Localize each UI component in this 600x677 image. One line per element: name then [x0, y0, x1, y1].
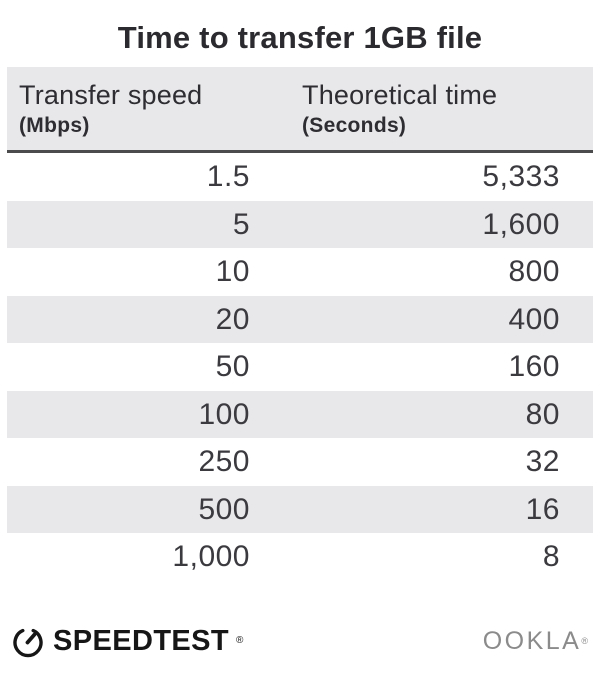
time-cell: 5,333: [482, 160, 560, 193]
time-cell: 400: [508, 302, 560, 336]
speedtest-wordmark: SPEEDTEST: [53, 625, 230, 657]
table-header-row: Transfer speed (Mbps) Theoretical time (…: [7, 67, 593, 153]
time-cell: 32: [525, 445, 560, 478]
speedtest-registered-mark: ®: [236, 635, 244, 646]
transfer-time-table: Transfer speed (Mbps) Theoretical time (…: [7, 67, 593, 581]
table-row: 20 400: [7, 295, 593, 343]
transfer-speed-unit: (Mbps): [19, 114, 90, 137]
speed-cell: 1.5: [206, 160, 250, 193]
speed-cell: 1,000: [172, 540, 250, 573]
table-row: 50 160: [7, 343, 593, 391]
table-row: 1.5 5,333: [7, 153, 593, 201]
time-cell: 80: [525, 397, 560, 431]
speed-cell: 5: [232, 207, 250, 241]
page-title: Time to transfer 1GB file: [117, 20, 483, 55]
speed-cell: 20: [215, 302, 250, 336]
table-body: 1.5 5,333 5 1,600 10 800 20 400 50 160 100 80 250 32 5…: [7, 153, 593, 581]
transfer-speed-label: Transfer speed: [19, 80, 203, 110]
time-cell: 800: [508, 255, 560, 288]
time-cell: 160: [508, 350, 560, 383]
ookla-logo: OOKLA ®: [483, 626, 588, 656]
table-row: 100 80: [7, 390, 593, 438]
time-cell: 8: [542, 540, 560, 573]
speed-cell: 50: [215, 350, 250, 383]
time-cell: 1,600: [482, 207, 560, 241]
speed-cell: 250: [198, 445, 250, 478]
table-row: 10 800: [7, 248, 593, 296]
ookla-registered-mark: ®: [581, 636, 588, 646]
column-header-theoretical-time: Theoretical time (Seconds): [302, 78, 593, 150]
table-row: 500 16: [7, 485, 593, 533]
theoretical-time-unit: (Seconds): [302, 114, 407, 137]
ookla-wordmark: OOKLA: [482, 627, 582, 655]
speedtest-gauge-icon: [13, 628, 43, 658]
speed-cell: 10: [215, 255, 250, 288]
table-row: 5 1,600: [7, 200, 593, 248]
speedtest-logo: SPEEDTEST ®: [10, 623, 243, 659]
table-row: 250 32: [7, 438, 593, 486]
footer: SPEEDTEST ® OOKLA ®: [0, 619, 600, 663]
theoretical-time-label: Theoretical time: [302, 80, 498, 110]
column-header-transfer-speed: Transfer speed (Mbps): [7, 78, 302, 150]
speed-cell: 500: [198, 492, 250, 526]
table-row: 1,000 8: [7, 533, 593, 581]
time-cell: 16: [525, 492, 560, 526]
speed-cell: 100: [198, 397, 250, 431]
